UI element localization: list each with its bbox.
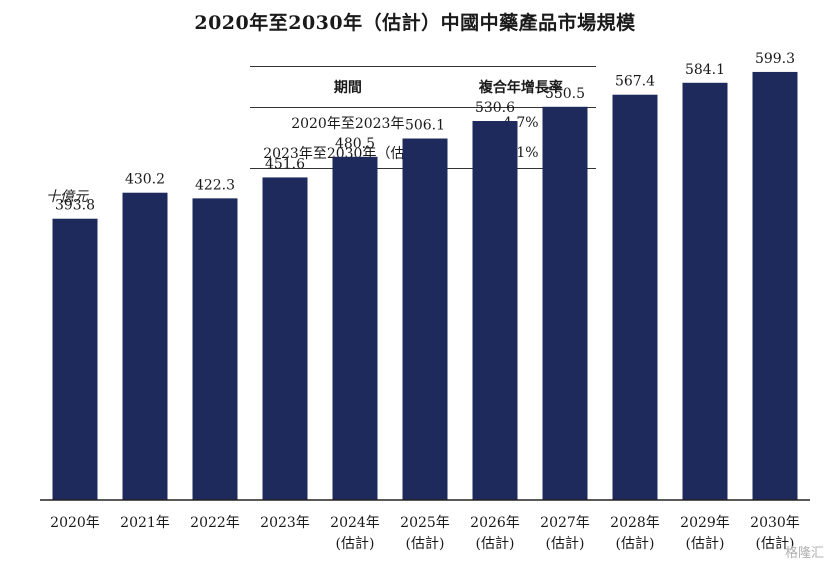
bar <box>192 198 238 500</box>
data-label: 584.1 <box>685 62 725 78</box>
data-label: 506.1 <box>405 118 445 134</box>
x-tick-label: 2030年 <box>750 515 800 531</box>
x-tick-label: 2028年 <box>610 515 660 531</box>
bar <box>122 192 168 500</box>
x-tick-note: (估計) <box>616 536 655 552</box>
bar <box>332 156 378 501</box>
x-tick-label: 2024年 <box>330 515 380 531</box>
data-label: 567.4 <box>615 74 655 90</box>
bar <box>682 82 728 501</box>
bar <box>472 121 518 500</box>
y-axis-unit-label: 十億元 <box>46 189 88 205</box>
x-tick-label: 2026年 <box>470 515 520 531</box>
data-label: 451.6 <box>265 156 305 172</box>
x-tick-note: (估計) <box>406 536 445 552</box>
data-label: 599.3 <box>755 51 795 67</box>
bar <box>262 177 308 500</box>
x-tick-note: (估計) <box>336 536 375 552</box>
x-tick-label: 2023年 <box>260 515 310 531</box>
x-tick-label: 2021年 <box>120 515 170 531</box>
cagr-table: 期間 複合年增長率 2020年至2023年 4.7% 2023年至2030年（估… <box>250 66 596 169</box>
watermark: 格隆汇 <box>784 546 824 561</box>
x-tick-note: (估計) <box>686 536 725 552</box>
cagr-header-rate: 複合年增長率 <box>445 66 596 108</box>
bar <box>612 94 658 500</box>
bar <box>402 138 448 500</box>
cagr-header-period: 期間 <box>250 66 446 108</box>
bar <box>52 218 98 500</box>
x-tick-note: (估計) <box>546 536 585 552</box>
chart-title: 2020年至2030年（估計）中國中藥產品市場規模 <box>194 12 636 34</box>
x-tick-label: 2027年 <box>540 515 590 531</box>
x-tick-label: 2025年 <box>400 515 450 531</box>
data-label: 480.5 <box>335 136 375 152</box>
x-tick-label: 2029年 <box>680 515 730 531</box>
x-tick-note: (估計) <box>756 536 795 552</box>
data-label: 550.5 <box>545 86 585 102</box>
x-tick-note: (估計) <box>476 536 515 552</box>
bar <box>752 71 798 500</box>
data-label: 430.2 <box>125 172 165 188</box>
data-label: 393.8 <box>55 198 95 214</box>
data-label: 530.6 <box>475 100 515 116</box>
cagr-row-period: 2020年至2023年 <box>291 116 405 132</box>
x-tick-label: 2022年 <box>190 515 240 531</box>
data-label: 422.3 <box>195 177 235 193</box>
x-tick-label: 2020年 <box>50 515 100 531</box>
bar <box>542 106 588 501</box>
